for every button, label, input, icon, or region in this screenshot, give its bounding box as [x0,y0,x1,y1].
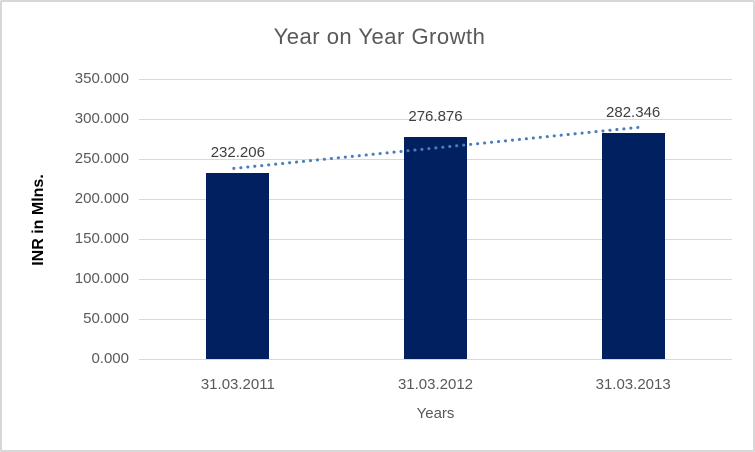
data-label: 282.346 [606,104,661,122]
x-axis-tick-label: 31.03.2013 [595,376,671,393]
y-axis-tick-label: 300.000 [74,110,129,127]
x-axis-title: Years [416,405,455,422]
x-axis-tick-label: 31.03.2011 [200,376,275,393]
data-label: 232.206 [210,144,265,162]
chart-title: Year on Year Growth [273,24,486,49]
y-axis-tick-label: 350.000 [74,70,129,87]
data-label: 276.876 [408,108,463,126]
gridline [139,118,732,120]
x-axis-tick-label: 31.03.2012 [397,376,474,393]
gridline [139,358,732,360]
bar-31.03.2012 [404,137,467,359]
bar-31.03.2011 [206,173,270,359]
y-axis-tick-label: 0.000 [91,350,129,367]
y-axis-tick-label: 200.000 [74,190,129,207]
y-axis-tick-label: 150.000 [74,230,129,247]
y-axis-tick-label: 50.000 [83,310,129,327]
gridline [139,78,732,80]
bar-31.03.2013 [601,133,665,359]
y-axis-tick-label: 250.000 [74,150,129,167]
y-axis-tick-label: 100.000 [74,270,129,287]
